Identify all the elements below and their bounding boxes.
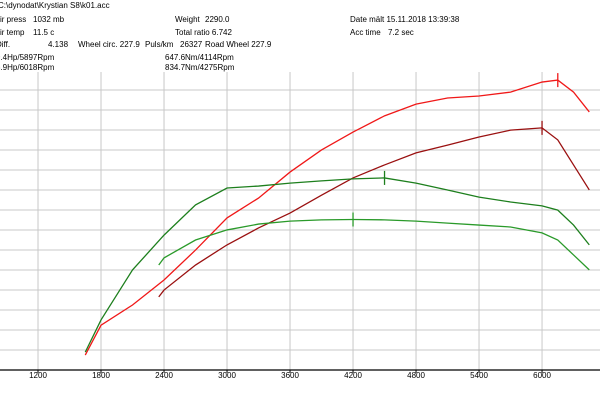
label: Acc time [350, 28, 381, 37]
series-line [158, 127, 590, 298]
x-tick-label: 1800 [92, 371, 110, 380]
label: Puls/km [145, 40, 174, 49]
value: 7.2 sec [388, 28, 414, 37]
label: Total ratio 6.742 [175, 28, 232, 37]
legend-label: 6.9Hp/6018Rpm [0, 63, 55, 72]
file-path: C:\dynodat\Krystian S8\k01.acc [0, 1, 110, 10]
x-tick-label: 4800 [407, 371, 425, 380]
label: Road Wheel 227.9 [205, 40, 272, 49]
x-tick-label: 2400 [155, 371, 173, 380]
label: Wheel circ. 227.9 [78, 40, 140, 49]
series-line [158, 218, 590, 271]
x-tick-label: 3000 [218, 371, 236, 380]
label: Weight [175, 15, 201, 24]
legend-label: 834.7Nm/4275Rpm [165, 63, 235, 72]
value: 11.5 c [33, 28, 54, 37]
label: ir press [0, 15, 26, 24]
x-tick-label: 4200 [344, 371, 362, 380]
x-tick-label: 6000 [533, 371, 551, 380]
x-tick-label: 3600 [281, 371, 299, 380]
value: 4.138 [48, 40, 69, 49]
date: Date mält 15.11.2018 13:39:38 [350, 15, 460, 24]
value: 26327 [180, 40, 203, 49]
x-tick-label: 5400 [470, 371, 488, 380]
x-tick-label: 1200 [29, 371, 47, 380]
value: 2290.0 [205, 15, 230, 24]
legend-label: 647.6Nm/4114Rpm [165, 53, 234, 62]
value: 1032 mb [33, 15, 65, 24]
series-line [84, 79, 590, 356]
label: Diff. [0, 40, 10, 49]
label: ir temp [0, 28, 25, 37]
series-line [84, 177, 590, 353]
legend-label: 9.4Hp/5897Rpm [0, 53, 55, 62]
